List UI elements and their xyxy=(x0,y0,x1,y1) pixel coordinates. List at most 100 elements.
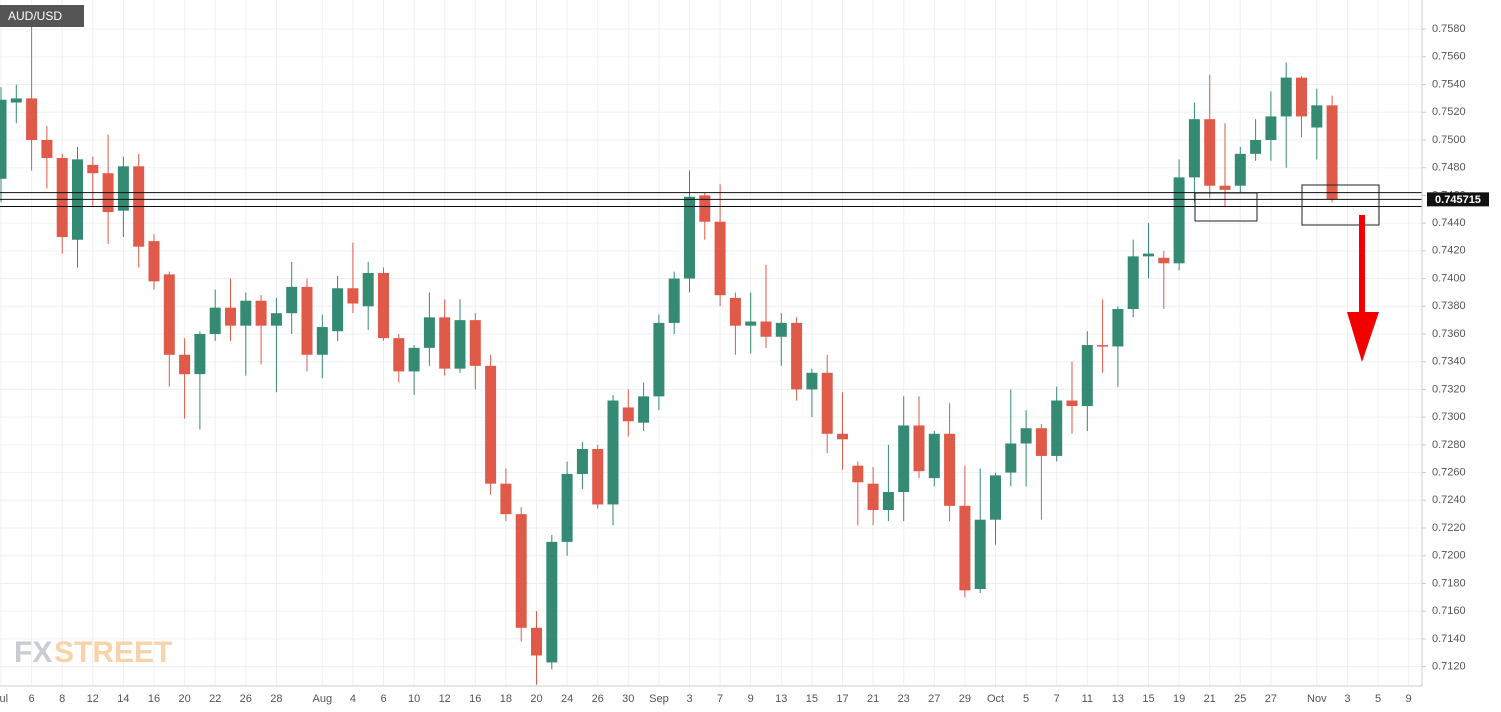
candle-body xyxy=(959,505,971,591)
y-tick-label: 0.7580 xyxy=(1432,23,1466,35)
y-tick-label: 0.7180 xyxy=(1432,577,1466,589)
down-arrow xyxy=(1347,215,1379,362)
last-price-tag xyxy=(1427,192,1489,207)
y-tick-label: 0.7400 xyxy=(1432,272,1466,284)
candle-body xyxy=(944,433,956,506)
candle-body xyxy=(1081,345,1093,407)
candle-body xyxy=(1204,119,1216,186)
candle-body xyxy=(408,347,420,372)
candle-body xyxy=(546,541,558,663)
candle-body xyxy=(1173,177,1185,264)
y-tick-label: 0.7160 xyxy=(1432,605,1466,617)
candle-body xyxy=(638,396,650,423)
y-tick-label: 0.7280 xyxy=(1432,439,1466,451)
candle-body xyxy=(500,483,512,515)
y-tick-label: 0.7220 xyxy=(1432,522,1466,534)
candle-body xyxy=(775,322,787,337)
watermark-fx: FX xyxy=(14,636,52,669)
candle-body xyxy=(286,286,298,314)
candle-body xyxy=(515,514,527,628)
x-tick-label: Jul xyxy=(0,693,8,705)
x-tick-label: 20 xyxy=(178,693,190,705)
candle-body xyxy=(469,320,481,366)
x-tick-label: 30 xyxy=(622,693,634,705)
candle-body xyxy=(485,365,497,484)
candle-body xyxy=(882,491,894,510)
axes: 0.7120 0.7140 0.7160 0.7180 0.7200 0.7220 0.72… xyxy=(0,23,1489,705)
x-tick-label: 6 xyxy=(380,693,386,705)
y-tick-label: 0.7480 xyxy=(1432,162,1466,174)
candle-body xyxy=(240,300,252,326)
y-tick-label: 0.7140 xyxy=(1432,633,1466,645)
candle-body xyxy=(316,327,328,355)
x-tick-label: 23 xyxy=(898,693,910,705)
candle-body xyxy=(928,433,940,479)
candle-body xyxy=(898,425,910,492)
candle-body xyxy=(791,322,803,390)
x-tick-label: 27 xyxy=(1265,693,1277,705)
x-tick-label: 9 xyxy=(748,693,754,705)
candle-body xyxy=(225,307,236,326)
watermark-street: STREET xyxy=(54,636,172,669)
x-tick-label: 22 xyxy=(209,693,221,705)
candle-body xyxy=(1112,309,1124,347)
x-tick-label: 5 xyxy=(1375,693,1381,705)
candle-body xyxy=(745,321,757,326)
x-tick-label: 9 xyxy=(1406,693,1412,705)
x-tick-label: 15 xyxy=(806,693,818,705)
candle-body xyxy=(1143,253,1154,257)
y-tick-label: 0.7500 xyxy=(1432,134,1466,146)
candle-body xyxy=(1250,139,1262,154)
y-tick-label: 0.7360 xyxy=(1432,328,1466,340)
candle-body xyxy=(837,433,848,440)
candle-body xyxy=(913,425,925,472)
y-tick-label: 0.7240 xyxy=(1432,494,1466,506)
x-tick-label: 3 xyxy=(686,693,692,705)
x-tick-label: Aug xyxy=(313,693,333,705)
x-tick-label: 8 xyxy=(59,693,65,705)
y-tick-label: 0.7260 xyxy=(1432,466,1466,478)
x-tick-label: 28 xyxy=(270,693,282,705)
y-tick-label: 0.7380 xyxy=(1432,300,1466,312)
annotation-box xyxy=(1194,192,1258,222)
candle-body xyxy=(974,519,986,589)
x-tick-label: 12 xyxy=(87,693,99,705)
y-tick-label: 0.7440 xyxy=(1432,217,1466,229)
candle-body xyxy=(1296,77,1307,117)
x-tick-label: 20 xyxy=(530,693,542,705)
last-price-label: 0.745715 xyxy=(1435,194,1481,206)
x-tick-label: 11 xyxy=(1082,693,1093,705)
candle-body xyxy=(378,273,389,339)
x-tick-label: 16 xyxy=(469,693,481,705)
y-tick-label: 0.7540 xyxy=(1432,78,1466,90)
y-tick-label: 0.7520 xyxy=(1432,106,1466,118)
arrow-head xyxy=(1347,312,1379,362)
x-tick-label: Oct xyxy=(987,693,1004,705)
candle-body xyxy=(179,354,191,375)
x-tick-label: 26 xyxy=(240,693,252,705)
candle-body xyxy=(531,627,542,656)
candle-body xyxy=(209,307,221,334)
candle-body xyxy=(1005,443,1017,473)
x-tick-label: 21 xyxy=(1204,693,1216,705)
candle-body xyxy=(1219,185,1231,190)
candle-body xyxy=(41,139,53,158)
candles xyxy=(0,5,1422,685)
candle-body xyxy=(699,195,711,222)
candle-body xyxy=(867,483,879,510)
x-tick-label: Sep xyxy=(649,693,669,705)
candle-body xyxy=(852,465,864,483)
x-tick-label: 21 xyxy=(867,693,879,705)
candle-body xyxy=(1265,116,1277,140)
x-tick-label: 14 xyxy=(117,693,129,705)
x-tick-label: 13 xyxy=(1112,693,1124,705)
candle-body xyxy=(806,372,818,390)
candle-body xyxy=(10,98,22,103)
candle-body xyxy=(56,157,68,237)
x-tick-label: 15 xyxy=(1142,693,1154,705)
x-tick-label: 12 xyxy=(439,693,451,705)
candle-body xyxy=(148,241,160,282)
candle-body xyxy=(1127,256,1139,310)
candle-body xyxy=(301,286,313,355)
